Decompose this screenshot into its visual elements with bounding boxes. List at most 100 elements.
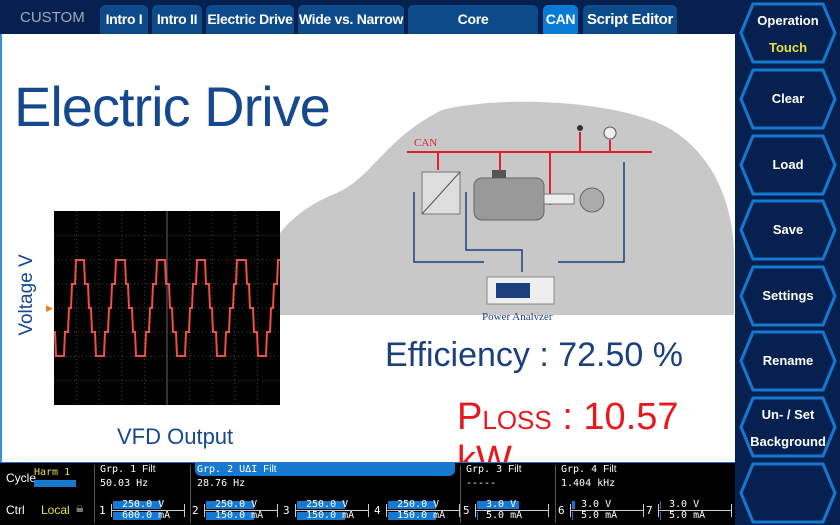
tab-script-editor[interactable]: Script Editor xyxy=(583,5,677,34)
content-panel: CAN Power Analyzer Electric Drive ▶ Volt… xyxy=(0,34,735,481)
group-frequency: 28.76 Hz xyxy=(197,478,246,489)
voltage-range: 250.0 V xyxy=(215,499,258,510)
group-2-header[interactable]: Grp. 2 UΔI Filt 28.76 Hz xyxy=(197,464,277,493)
element-6-range[interactable]: 6 3.0 V 5.0 mA xyxy=(558,499,645,522)
tab-wide-vs-narrow[interactable]: Wide vs. Narrow xyxy=(298,5,404,34)
can-label: CAN xyxy=(414,137,437,149)
button-label: Load xyxy=(772,157,804,172)
group-name: Grp. 4 xyxy=(561,464,598,475)
efficiency-readout: Efficiency : 72.50 % xyxy=(385,336,683,374)
group-4-header[interactable]: Grp. 4 Filt 1.404 kHz xyxy=(561,464,617,493)
group-filter: Filt xyxy=(508,464,522,475)
voltage-range: 3.0 V xyxy=(581,499,612,510)
group-filter: Filt xyxy=(142,464,156,475)
tab-electric-drive[interactable]: Electric Drive xyxy=(206,5,294,34)
group-name: Grp. 2 xyxy=(197,464,234,475)
mode-label: CUSTOM xyxy=(20,9,85,26)
group-name: Grp. 3 xyxy=(466,464,503,475)
group-filter: Filt xyxy=(263,464,277,475)
scope-y-label: Voltage V xyxy=(16,254,37,336)
button-label: Save xyxy=(772,222,804,237)
element-number: 7 xyxy=(646,504,653,517)
efficiency-label: Efficiency xyxy=(385,336,530,374)
current-range: 150.0 mA xyxy=(306,510,355,521)
group-frequency: 50.03 Hz xyxy=(100,478,149,489)
button-label: Clear xyxy=(771,91,805,106)
element-4-range[interactable]: 4 250.0 V 150.0 mA xyxy=(374,499,461,522)
tab-can[interactable]: CAN xyxy=(543,5,578,34)
car-diagram: CAN Power Analyzer xyxy=(259,101,734,320)
scope-caption: VFD Output xyxy=(117,424,234,449)
tab-core-characteristics[interactable]: Core Characteristics xyxy=(408,5,538,56)
gauge-icon xyxy=(603,126,617,140)
current-range: 600.0 mA xyxy=(122,510,171,521)
voltage-range: 3.0 V xyxy=(669,499,700,510)
button-sublabel: Touch xyxy=(768,40,808,55)
voltage-range: 250.0 V xyxy=(306,499,349,510)
voltage-range: 250.0 V xyxy=(397,499,440,510)
group-3-header[interactable]: Grp. 3 Filt ----- xyxy=(466,464,522,493)
current-range: 5.0 mA xyxy=(486,510,523,521)
efficiency-value: 72.50 % xyxy=(558,336,683,374)
sidebar-button-blank[interactable] xyxy=(739,462,837,524)
element-number: 1 xyxy=(99,504,106,517)
group-filter: Filt xyxy=(603,464,617,475)
cycle-label: Cycle xyxy=(6,471,37,485)
group-2-highlight xyxy=(195,463,455,476)
page-title: Electric Drive xyxy=(14,75,331,138)
button-label: Un- / Set xyxy=(761,407,815,422)
element-2-range[interactable]: 2 250.0 V 150.0 mA xyxy=(192,499,279,522)
element-3-range[interactable]: 3 250.0 V 150.0 mA xyxy=(283,499,370,522)
group-1-header[interactable]: Grp. 1 Filt 50.03 Hz xyxy=(100,464,156,493)
element-number: 6 xyxy=(558,504,565,517)
ploss-symbol: P xyxy=(457,396,483,438)
power-analyzer-label: Power Analyzer xyxy=(482,311,553,320)
current-range: 150.0 mA xyxy=(397,510,446,521)
element-number: 5 xyxy=(463,504,470,517)
ctrl-value: Local xyxy=(41,503,70,517)
sidebar-button-un-set[interactable]: Un- / Set Background xyxy=(739,396,837,458)
element-1-range[interactable]: 1 250.0 V 600.0 mA xyxy=(99,499,186,522)
button-sublabel: Background xyxy=(750,434,826,449)
voltage-range: 3.0 V xyxy=(486,499,517,510)
element-5-range[interactable]: 5 3.0 V 5.0 mA xyxy=(463,499,550,522)
sidebar-button-rename[interactable]: Rename xyxy=(739,330,837,392)
element-7-range[interactable]: 7 3.0 V 5.0 mA xyxy=(646,499,733,522)
element-number: 4 xyxy=(374,504,381,517)
group-extra: UΔI xyxy=(239,464,258,475)
cycle-value[interactable]: Harm 1 xyxy=(34,467,71,478)
ploss-subscript: LOSS xyxy=(482,405,552,435)
sidebar-button-operation[interactable]: Operation Touch xyxy=(739,2,837,64)
button-label: Settings xyxy=(762,288,814,303)
trigger-marker-icon: ▶ xyxy=(46,303,53,313)
tab-intro-2[interactable]: Intro II xyxy=(152,5,202,34)
status-bar: Cycle Harm 1 Ctrl Local 🔒︎ Grp. 1 Filt 50… xyxy=(0,462,735,525)
button-label: Rename xyxy=(762,353,814,368)
lock-icon: 🔒︎ xyxy=(76,500,84,516)
sidebar-button-load[interactable]: Load xyxy=(739,134,837,196)
sidebar: Operation Touch Clear Load Save Settings Renam… xyxy=(735,0,840,525)
sidebar-button-save[interactable]: Save xyxy=(739,199,837,261)
element-number: 3 xyxy=(283,504,290,517)
motor xyxy=(473,177,545,221)
load-machine xyxy=(579,187,605,213)
element-number: 2 xyxy=(192,504,199,517)
vfd-scope xyxy=(54,211,280,405)
group-frequency: ----- xyxy=(466,478,497,489)
thermometer-icon xyxy=(577,125,583,131)
sidebar-button-settings[interactable]: Settings xyxy=(739,265,837,327)
button-label: Operation xyxy=(757,13,819,28)
current-range: 5.0 mA xyxy=(581,510,618,521)
voltage-range: 250.0 V xyxy=(122,499,165,510)
voltage-waveform xyxy=(54,259,280,357)
sidebar-button-clear[interactable]: Clear xyxy=(739,68,837,130)
current-range: 5.0 mA xyxy=(669,510,706,521)
ctrl-label: Ctrl xyxy=(6,503,25,517)
group-frequency: 1.404 kHz xyxy=(561,478,616,489)
group-name: Grp. 1 xyxy=(100,464,137,475)
tab-bar: CUSTOM Intro I Intro II Electric Drive W… xyxy=(0,0,735,56)
current-range: 150.0 mA xyxy=(215,510,264,521)
torque-sensor xyxy=(543,193,575,205)
tab-intro-1[interactable]: Intro I xyxy=(100,5,148,34)
cycle-bar xyxy=(34,480,76,487)
